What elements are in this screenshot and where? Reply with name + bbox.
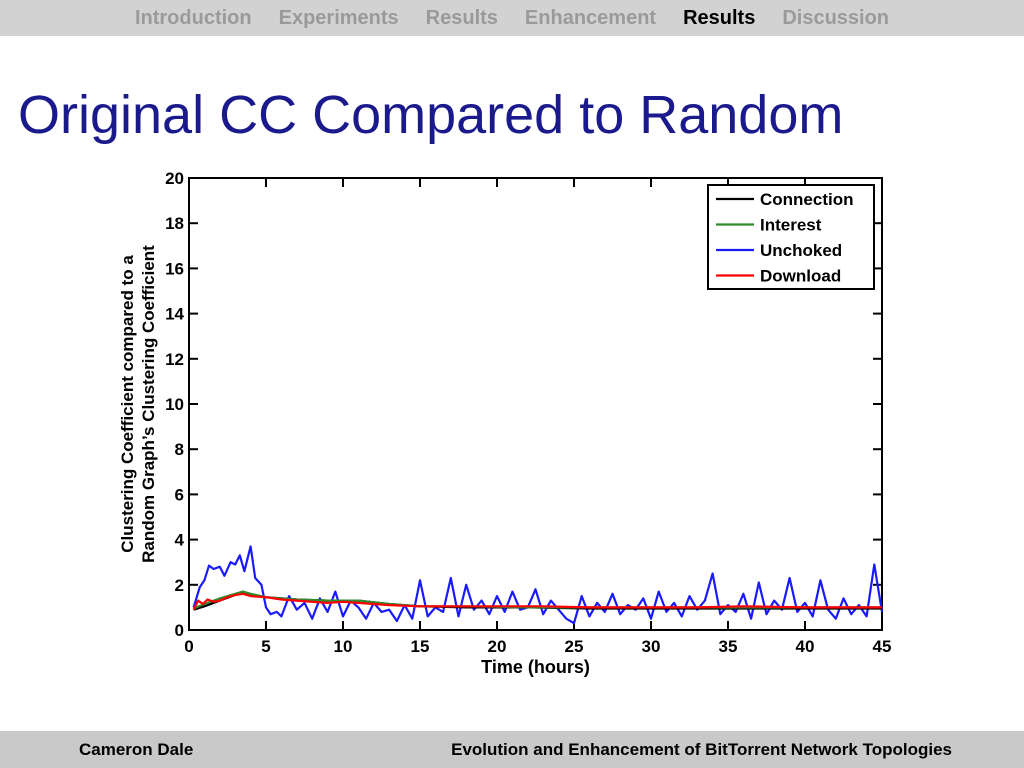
legend-label-download: Download (760, 267, 841, 286)
legend-label-unchoked: Unchoked (760, 241, 842, 260)
x-tick-label: 10 (334, 637, 353, 656)
x-tick-label: 35 (719, 637, 738, 656)
y-tick-label: 16 (165, 259, 184, 278)
footer-presentation-title: Evolution and Enhancement of BitTorrent … (451, 739, 952, 759)
slide-title: Original CC Compared to Random (18, 85, 844, 145)
legend-label-connection: Connection (760, 190, 854, 209)
y-tick-label: 6 (175, 485, 184, 504)
y-tick-label: 14 (165, 305, 184, 324)
nav-item-experiments[interactable]: Experiments (278, 6, 399, 29)
y-tick-label: 4 (175, 531, 185, 550)
x-axis-label: Time (hours) (481, 657, 590, 677)
y-axis-label-line: Clustering Coefficient compared to a (118, 255, 137, 553)
line-chart: 0 5 10 15 20 25 30 35 40 4502468101214161820Time … (118, 169, 892, 677)
y-axis-label-line: Random Graph’s Clustering Coefficient (139, 245, 158, 563)
y-tick-label: 12 (165, 350, 184, 369)
nav-item-discussion[interactable]: Discussion (782, 6, 890, 29)
nav-item-results[interactable]: Results (425, 6, 498, 29)
footer-author: Cameron Dale (79, 739, 194, 759)
x-tick-label: 15 (411, 637, 430, 656)
y-tick-label: 10 (165, 395, 184, 414)
x-tick-label: 45 (873, 637, 892, 656)
nav-item-results-current[interactable]: Results (683, 6, 756, 29)
y-tick-label: 20 (165, 169, 184, 188)
y-tick-label: 8 (175, 440, 184, 459)
footer-bar: Cameron Dale Evolution and Enhancement o… (0, 731, 1024, 768)
y-tick-label: 18 (165, 214, 184, 233)
legend-label-interest: Interest (760, 216, 822, 235)
x-tick-label: 20 (488, 637, 507, 656)
nav-item-introduction[interactable]: Introduction (134, 6, 252, 29)
section-nav-bar: Introduction Experiments Results Enhance… (0, 0, 1024, 36)
x-tick-label: 25 (565, 637, 584, 656)
series-line-unchoked (192, 545, 884, 625)
y-tick-label: 2 (175, 576, 184, 595)
x-tick-label: 30 (642, 637, 661, 656)
x-tick-label: 0 (184, 637, 193, 656)
x-tick-label: 40 (796, 637, 815, 656)
y-tick-label: 0 (175, 621, 184, 640)
nav-item-enhancement[interactable]: Enhancement (524, 6, 657, 29)
series-line-download (192, 592, 882, 611)
x-tick-label: 5 (261, 637, 270, 656)
legend-box (707, 184, 875, 290)
